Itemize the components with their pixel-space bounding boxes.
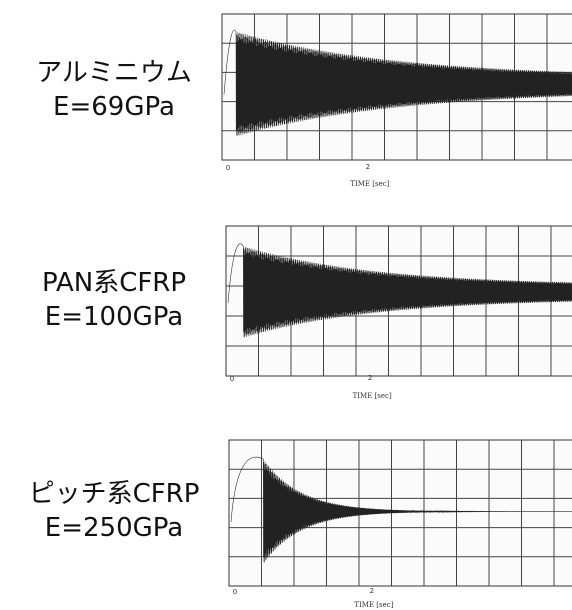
label-pan-cfrp: PAN系CFRP E=100GPa — [0, 266, 228, 334]
material-name: ピッチ系CFRP — [28, 479, 200, 509]
modulus-value: E=250GPa — [44, 513, 184, 543]
x-axis-label: TIME [sec] — [354, 601, 393, 609]
x-tick-label-0: 0 — [230, 375, 234, 383]
label-aluminium: アルミニウム E=69GPa — [0, 56, 228, 124]
vibration-trace — [227, 243, 572, 338]
x-tick-label-0: 0 — [233, 588, 237, 596]
label-pitch-cfrp: ピッチ系CFRP E=250GPa — [0, 477, 228, 545]
x-tick-label-2: 2 — [366, 163, 370, 171]
x-tick-label-0: 0 — [226, 164, 230, 172]
chart-panel-1: 0 2 TIME [sec] — [221, 13, 572, 188]
x-axis-label: TIME [sec] — [353, 392, 392, 400]
x-tick-label-2: 2 — [368, 374, 372, 382]
vibration-trace — [230, 456, 572, 563]
chart-panel-2: 0 2 TIME [sec] — [225, 225, 572, 400]
x-axis-label: TIME [sec] — [350, 180, 389, 188]
material-name: PAN系CFRP — [41, 268, 187, 298]
modulus-value: E=100GPa — [44, 302, 184, 332]
material-name: アルミニウム — [36, 58, 192, 88]
modulus-value: E=69GPa — [53, 92, 175, 122]
vibration-trace — [223, 29, 572, 136]
chart-panel-3: 0 2 TIME [sec] — [228, 439, 572, 609]
x-tick-label-2: 2 — [370, 587, 374, 595]
